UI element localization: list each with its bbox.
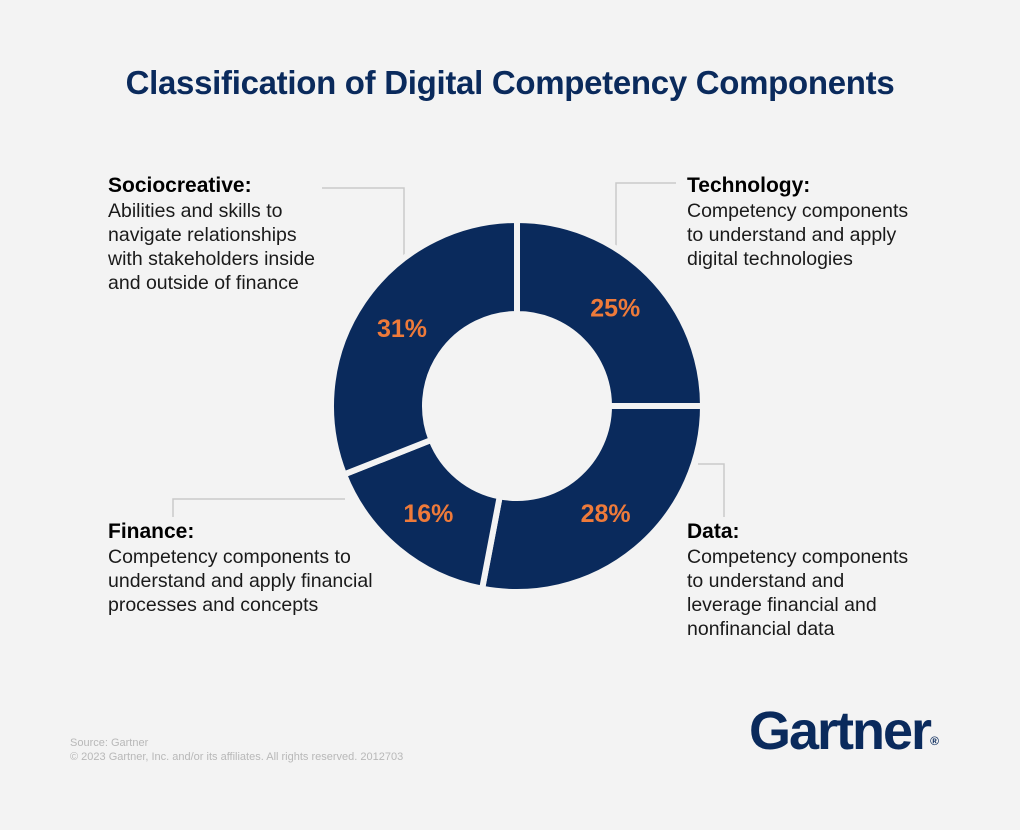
leader-line-sociocreative <box>322 187 405 260</box>
callout-heading: Data: <box>687 520 740 543</box>
callout-description: Competency components to understand and … <box>687 546 909 640</box>
leader-line-finance <box>172 498 345 517</box>
leader-line-data <box>698 463 725 517</box>
callout-heading: Finance: <box>108 520 195 543</box>
callout-heading: Technology: <box>687 174 811 197</box>
chart-title: Classification of Digital Competency Com… <box>125 64 895 101</box>
logo-text: Gartner <box>749 701 932 761</box>
value-label-finance: 16% <box>403 500 453 528</box>
callout-description: Competency components to understand and … <box>687 200 909 270</box>
donut-slice-technology <box>514 216 707 409</box>
callout-sociocreative: Sociocreative: Abilities and skills to n… <box>108 173 368 295</box>
source-note: Source: Gartner <box>70 737 149 749</box>
donut-slice-data <box>478 403 707 595</box>
callout-description: Abilities and skills to navigate relatio… <box>108 200 316 294</box>
leader-lines <box>172 182 725 517</box>
registered-mark: ® <box>930 734 939 748</box>
callout-heading: Sociocreative: <box>108 174 252 197</box>
callout-finance: Finance: Competency components to unders… <box>108 519 428 617</box>
value-label-data: 28% <box>581 500 631 528</box>
donut-slice-sociocreative <box>328 216 520 479</box>
donut-slice-finance <box>340 435 504 593</box>
value-label-technology: 25% <box>590 295 640 323</box>
copyright-note: © 2023 Gartner, Inc. and/or its affiliat… <box>70 751 404 763</box>
callout-description: Competency components to understand and … <box>108 546 373 616</box>
value-label-sociocreative: 31% <box>377 315 427 343</box>
footer: Source: Gartner © 2023 Gartner, Inc. and… <box>70 736 403 764</box>
callout-technology: Technology: Competency components to und… <box>687 173 967 271</box>
leader-line-technology <box>615 182 676 248</box>
gartner-logo: Gartner® <box>749 700 939 762</box>
callout-data: Data: Competency components to understan… <box>687 519 967 641</box>
